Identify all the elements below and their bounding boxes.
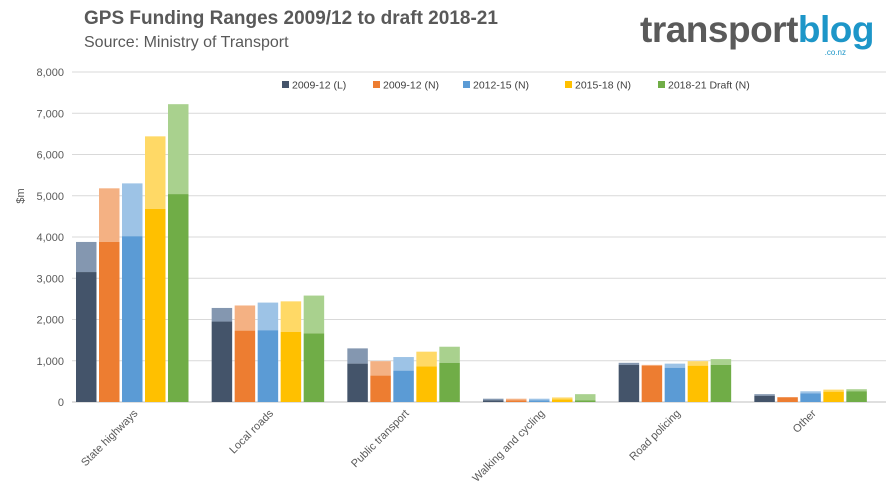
y-tick-label: 5,000: [36, 191, 64, 203]
bar-base-3-3: [552, 399, 573, 402]
bar-range-2-1: [257, 302, 279, 331]
y-tick-label: 0: [58, 397, 64, 409]
bar-range-1-0: [99, 188, 120, 242]
bar-base-4-3: [575, 400, 596, 402]
bar-range-3-5: [823, 389, 844, 392]
legend-swatch: [565, 81, 572, 88]
bar-base-2-3: [529, 400, 550, 402]
bar-base-4-4: [710, 364, 732, 402]
bar-range-3-4: [687, 361, 709, 366]
bar-base-1-2: [370, 375, 391, 402]
bar-range-2-5: [800, 391, 821, 394]
legend-swatch: [658, 81, 665, 88]
bar-range-0-4: [618, 362, 640, 365]
y-tick-label: 7,000: [36, 108, 64, 120]
bar-range-0-2: [347, 348, 368, 364]
bar-range-1-3: [506, 398, 527, 401]
y-tick-label: 4,000: [36, 232, 64, 244]
bar-range-2-0: [122, 183, 143, 237]
bar-base-0-4: [618, 364, 640, 402]
bar-base-3-2: [416, 366, 437, 402]
bar-range-3-3: [552, 397, 573, 400]
bar-base-1-4: [641, 365, 663, 402]
x-tick-label: Public transport: [349, 408, 412, 471]
bar-base-0-5: [754, 395, 775, 402]
x-tick-label: Local roads: [227, 407, 276, 456]
bar-base-4-0: [168, 194, 189, 402]
legend-label: 2018-21 Draft (N): [668, 80, 750, 92]
bar-base-0-1: [211, 321, 233, 402]
transportblog-logo: transportblog .co.nz: [640, 8, 880, 58]
legend-swatch: [282, 81, 289, 88]
bar-range-3-2: [416, 351, 437, 367]
bar-base-4-5: [846, 391, 867, 402]
bar-range-4-4: [710, 359, 732, 365]
bar-base-1-0: [99, 241, 120, 402]
logo-text-blog: blog: [797, 9, 875, 50]
bar-range-0-0: [76, 241, 97, 273]
bar-range-0-5: [754, 394, 775, 396]
legend-swatch: [463, 81, 470, 88]
bar-base-3-5: [823, 391, 844, 402]
bar-base-2-1: [257, 330, 279, 402]
bar-base-0-2: [347, 363, 368, 402]
legend-label: 2009-12 (N): [383, 80, 439, 92]
y-axis-label: $m: [15, 188, 27, 203]
x-axis: State highways Local roads Public transpor…: [79, 407, 819, 484]
bar-base-2-2: [393, 370, 414, 402]
bar-range-4-3: [575, 394, 596, 401]
bar-base-4-1: [303, 333, 325, 402]
bar-range-4-5: [846, 389, 867, 392]
logo-text-transport: transport: [640, 9, 798, 50]
y-tick-label: 6,000: [36, 150, 64, 162]
bar-base-3-4: [687, 365, 709, 402]
bar-base-3-1: [280, 331, 302, 402]
x-tick-label: Other: [791, 407, 819, 435]
bar-base-3-0: [145, 208, 166, 402]
bar-base-1-1: [234, 330, 256, 402]
legend-swatch: [373, 81, 380, 88]
bar-base-2-5: [800, 393, 821, 402]
legend-label: 2012-15 (N): [473, 80, 529, 92]
y-tick-label: 2,000: [36, 315, 64, 327]
logo-tld: .co.nz: [824, 48, 846, 57]
legend: 2009-12 (L) 2009-12 (N) 2012-15 (N) 2015-18…: [282, 80, 750, 92]
bars: [76, 104, 867, 402]
bar-base-4-2: [439, 362, 460, 402]
legend-label: 2009-12 (L): [292, 80, 346, 92]
bar-range-3-1: [280, 301, 302, 332]
y-tick-label: 1,000: [36, 356, 64, 368]
bar-base-1-5: [777, 397, 798, 402]
bar-range-0-1: [211, 307, 233, 322]
bar-base-2-4: [664, 367, 686, 402]
x-tick-label: State highways: [79, 407, 141, 469]
bar-range-2-4: [664, 363, 686, 368]
y-axis: 0 1,000 2,000 3,000 4,000 5,000 6,000 7,000 8,00…: [36, 67, 64, 409]
bar-range-1-4: [641, 364, 663, 366]
bar-range-2-3: [529, 398, 550, 401]
bar-range-3-0: [145, 136, 166, 209]
bar-range-1-2: [370, 361, 391, 376]
x-tick-label: Road policing: [627, 408, 683, 464]
bar-range-4-2: [439, 346, 460, 363]
bar-base-1-3: [506, 400, 527, 402]
y-tick-label: 8,000: [36, 67, 64, 79]
bar-range-2-2: [393, 357, 414, 371]
bar-range-4-1: [303, 295, 325, 334]
chart-subtitle: Source: Ministry of Transport: [84, 34, 289, 51]
y-tick-label: 3,000: [36, 273, 64, 285]
bar-range-0-3: [483, 398, 504, 401]
chart-title: GPS Funding Ranges 2009/12 to draft 2018…: [84, 8, 498, 29]
bar-base-0-3: [483, 400, 504, 402]
gridlines: [72, 71, 886, 403]
bar-base-2-0: [122, 236, 143, 402]
bar-range-4-0: [168, 104, 189, 195]
bar-range-1-1: [234, 305, 256, 331]
x-tick-label: Walking and cycling: [470, 408, 547, 485]
legend-label: 2015-18 (N): [575, 80, 631, 92]
bar-base-0-0: [76, 272, 97, 402]
